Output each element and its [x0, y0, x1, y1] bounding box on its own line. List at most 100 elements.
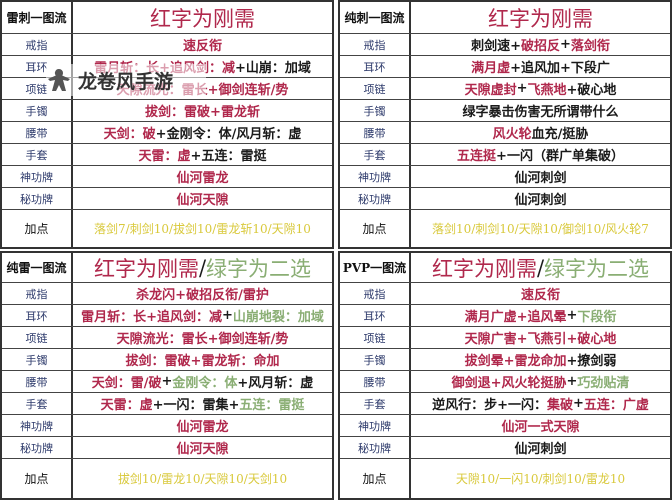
slot-label: 手套 — [2, 144, 73, 165]
value-segment: 天隙10/一闪10/刺剑10/雷龙10 — [455, 472, 626, 486]
table-header-row: 纯雷一图流 红字为刚需 / 绿字为二选 — [2, 253, 332, 283]
value-segment: 飞燕地 — [527, 83, 567, 98]
value-segment: + — [221, 308, 233, 323]
value-segment: 破招反 — [520, 39, 560, 54]
legend-segment: 红字为刚需 — [93, 256, 199, 281]
value-segment: 落剑7/刺剑10/拔剑10/雷龙斩10/天隙10 — [94, 222, 311, 236]
value-segment: 杀龙闪+破招反衔/雷护 — [136, 288, 269, 303]
slot-value: 满月广虚+追风晕 + 下段衔 — [411, 305, 670, 326]
slot-label: 戒指 — [340, 34, 411, 55]
slot-value: 拔剑晕+雷龙命加 +撩剑弱 — [411, 349, 670, 370]
value-segment: 集破 — [546, 398, 573, 413]
slot-value: 绿字暴击伤害无所谓带什么 — [411, 100, 670, 121]
slot-label: 秘功牌 — [2, 188, 73, 209]
value-segment: 满月广虚+追风晕 — [464, 310, 567, 325]
slot-label: 手镯 — [2, 349, 73, 370]
table-row: 项链 天隙广害+飞燕引+破心地 — [340, 327, 670, 349]
table-row: 加点 拔剑10/雷龙10/天隙10/天剑10 — [2, 459, 332, 498]
value-segment: 仙河雷龙 — [176, 171, 229, 186]
legend-segment: / — [536, 255, 545, 280]
slot-label: 腰带 — [340, 122, 411, 143]
table-header-row: 纯刺一图流 红字为刚需 — [340, 2, 670, 34]
slot-value: 落剑10/刺剑10/天隙10/御剑10/风火轮7 — [411, 210, 670, 247]
value-segment: 落剑10/刺剑10/天隙10/御剑10/风火轮7 — [432, 222, 649, 236]
table-title: 雷刺一图流 — [2, 2, 73, 33]
slot-value: 速反衔 — [411, 283, 670, 304]
slot-label: 手镯 — [340, 100, 411, 121]
value-segment: 山崩地裂：加域 — [232, 310, 324, 325]
table-title: 纯雷一图流 — [2, 253, 73, 282]
slot-value: 天雷：虚 +五连：雷挺 — [73, 144, 332, 165]
value-segment: 仙河一式天隙 — [501, 420, 580, 435]
table-row: 腰带 天剑：雷/破 + 金刚令：体 +风月斩：虚 — [2, 371, 332, 393]
table-title: PVP一图流 — [340, 253, 411, 282]
value-segment: 落剑衔 — [570, 39, 610, 54]
table-row: 手套 天雷：虚 +一闪：雷集+ 五连：雷挺 — [2, 393, 332, 415]
slot-value: 仙河雷龙 — [73, 415, 332, 436]
slot-value: 仙河天隙 — [73, 437, 332, 458]
table-row: 秘功牌 仙河刺剑 — [340, 437, 670, 459]
slot-label: 腰带 — [2, 122, 73, 143]
slot-value: 天隙虚封 + 飞燕地 +破心地 — [411, 78, 670, 99]
slot-label: 手镯 — [2, 100, 73, 121]
table-row: 秘功牌 仙河天隙 — [2, 188, 332, 210]
slot-label: 秘功牌 — [340, 188, 411, 209]
value-segment: +破心地 — [566, 83, 617, 98]
slot-label: 项链 — [340, 327, 411, 348]
slot-value: 落剑7/刺剑10/拔剑10/雷龙斩10/天隙10 — [73, 210, 332, 247]
value-segment: 仙河天隙 — [176, 442, 229, 457]
value-segment: +金刚令：体/风月斩：虚 — [155, 127, 302, 142]
table-body: 纯雷一图流 红字为刚需 / 绿字为二选 戒指 杀龙闪+破招反衔/雷护 耳环 雷月斩：长+追风剑… — [2, 253, 332, 498]
table-row: 手套 天雷：虚 +五连：雷挺 — [2, 144, 332, 166]
slot-label: 耳环 — [2, 305, 73, 326]
slot-value: 仙河雷龙 — [73, 166, 332, 187]
table-header-row: PVP一图流 红字为刚需 / 绿字为二选 — [340, 253, 670, 283]
value-segment: + — [566, 374, 578, 389]
value-segment: 拔剑：雷破+雷龙斩：命加 — [125, 354, 280, 369]
slot-value: 仙河刺剑 — [411, 166, 670, 187]
slot-value: 满月虚 +追风加+下段广 — [411, 56, 670, 77]
table-row: 手套 五连挺 +一闪（群广单集破） — [340, 144, 670, 166]
slot-value: 天隙流光：雷长+御剑连斩/势 — [73, 327, 332, 348]
slot-value: 御剑退+风火轮挺胁 + 巧劲贴清 — [411, 371, 670, 392]
slot-value: 天隙10/一闪10/刺剑10/雷龙10 — [411, 459, 670, 498]
table-row: 秘功牌 仙河刺剑 — [340, 188, 670, 210]
table-row: 手镯 拔剑晕+雷龙命加 +撩剑弱 — [340, 349, 670, 371]
slot-label: 加点 — [2, 459, 73, 498]
value-segment: 速反衔 — [182, 39, 222, 54]
value-segment: + — [560, 37, 571, 52]
table-row: 戒指 刺剑速+ 破招反 + 落剑衔 — [340, 34, 670, 56]
slot-label: 神功牌 — [340, 166, 411, 187]
table-row: 项链 天隙流光：雷长+御剑连斩/势 — [2, 327, 332, 349]
slot-value: 拔剑：雷破+雷龙斩：命加 — [73, 349, 332, 370]
table-row: 秘功牌 仙河天隙 — [2, 437, 332, 459]
table-row: 手镯 绿字暴击伤害无所谓带什么 — [340, 100, 670, 122]
slot-label: 神功牌 — [340, 415, 411, 436]
table-row: 耳环 雷月斩：长+追风剑：减 + 山崩地裂：加域 — [2, 305, 332, 327]
value-segment: +山崩：加域 — [235, 61, 311, 76]
value-segment: 金刚令：体 — [172, 376, 238, 391]
slot-label: 加点 — [340, 459, 411, 498]
value-segment: 拔剑晕+雷龙命加 — [464, 354, 567, 369]
table-row: 加点 天隙10/一闪10/刺剑10/雷龙10 — [340, 459, 670, 498]
table-row: 神功牌 仙河一式天隙 — [340, 415, 670, 437]
value-segment: 五连：雷挺 — [239, 398, 305, 413]
value-segment: 逆风行：步+一闪： — [432, 398, 547, 413]
value-segment: + — [573, 396, 584, 411]
legend-segment: 绿字为二选 — [544, 256, 650, 281]
slot-label: 项链 — [2, 327, 73, 348]
slot-label: 加点 — [340, 210, 411, 247]
slot-label: 秘功牌 — [340, 437, 411, 458]
legend-segment: 红字为刚需 — [431, 256, 537, 281]
slot-label: 神功牌 — [2, 415, 73, 436]
slot-value: 天剑：破 +金刚令：体/风月斩：虚 — [73, 122, 332, 143]
slot-label: 腰带 — [2, 371, 73, 392]
slot-label: 耳环 — [340, 56, 411, 77]
header-legend: 红字为刚需 — [73, 2, 332, 33]
value-segment: 巧劲贴清 — [577, 376, 630, 391]
slot-label: 手套 — [340, 393, 411, 414]
build-table: PVP一图流 红字为刚需 / 绿字为二选 戒指 速反衔 耳环 满月广虚+追风晕 + 下段衔 项链 天隙… — [338, 251, 672, 500]
build-table: 纯雷一图流 红字为刚需 / 绿字为二选 戒指 杀龙闪+破招反衔/雷护 耳环 雷月斩：长+追风剑… — [0, 251, 334, 500]
table-row: 耳环 满月虚 +追风加+下段广 — [340, 56, 670, 78]
slot-value: 杀龙闪+破招反衔/雷护 — [73, 283, 332, 304]
